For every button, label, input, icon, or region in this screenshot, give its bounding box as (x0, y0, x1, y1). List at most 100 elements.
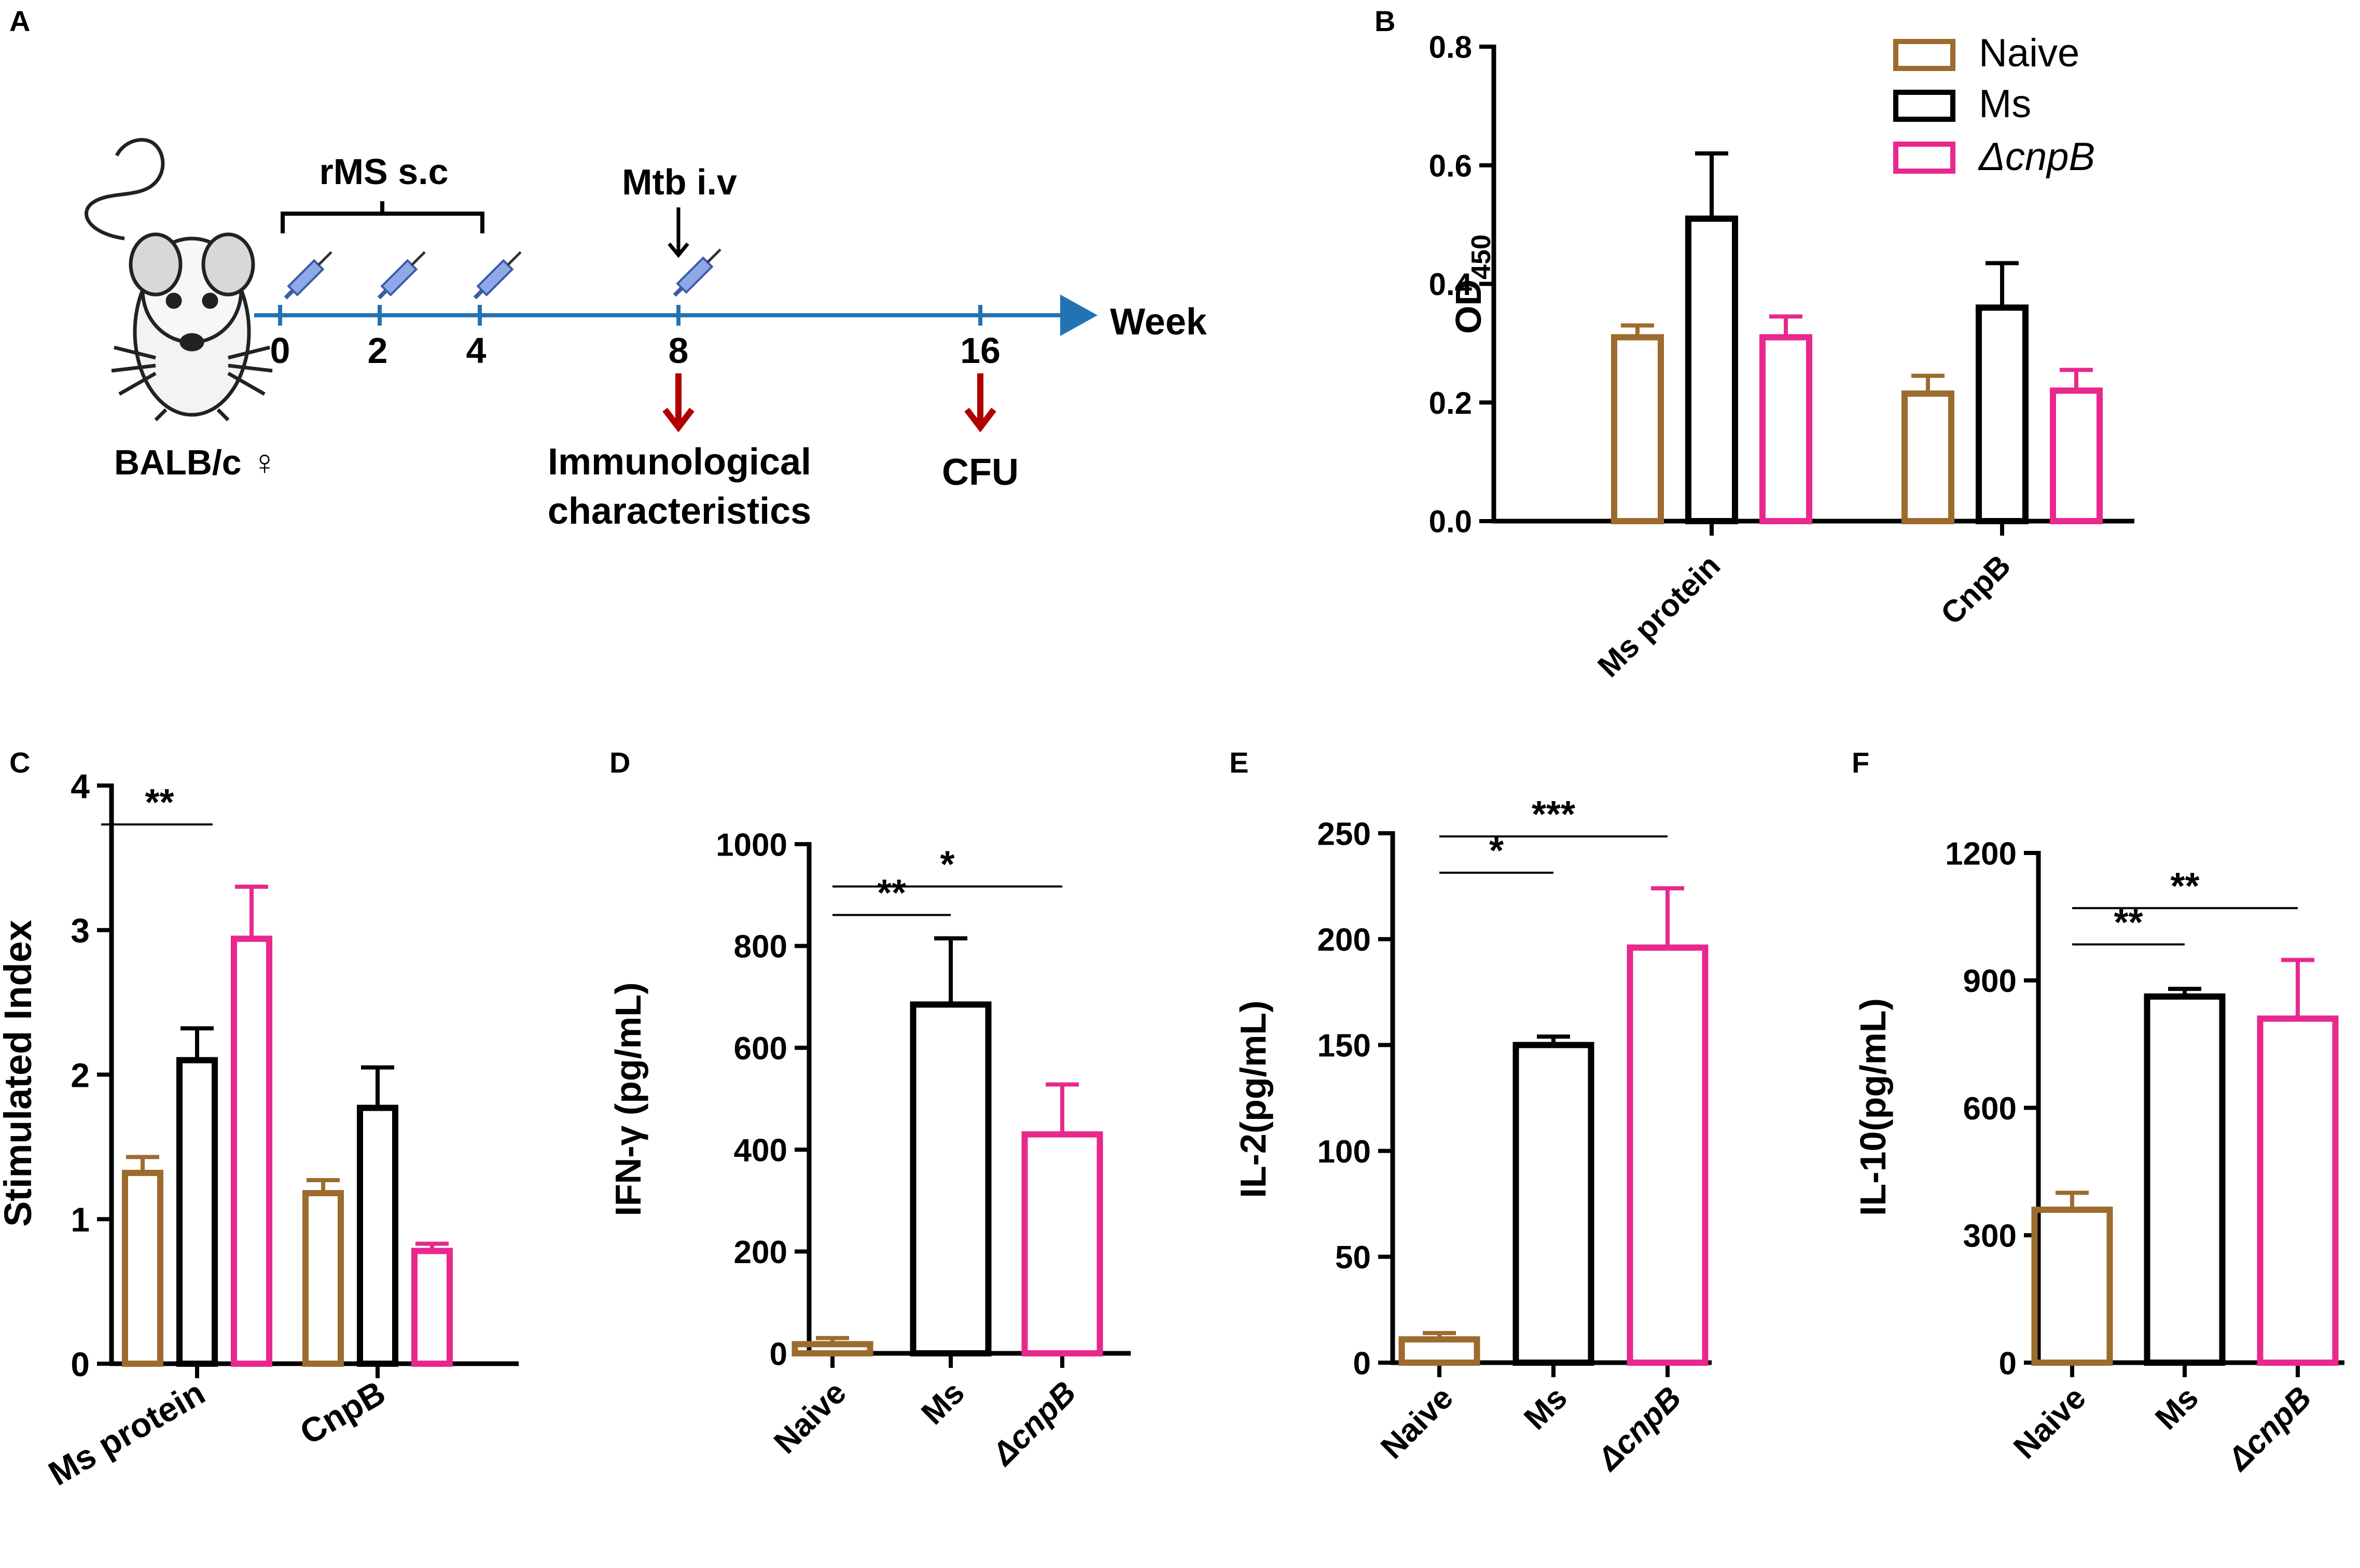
y-tick-label: 1200 (1945, 836, 2017, 872)
week-0: 0 (270, 330, 290, 371)
y-axis-label-sub: 450 (1466, 234, 1496, 279)
mtb-arrow (668, 207, 689, 258)
x-category-label: Ms (1517, 1380, 1574, 1437)
legend-swatch-cnpb (1893, 142, 1955, 174)
chart-f: F 0 300 600 900 1200 IL-10(pg/mL) Naive Ms ΔcnpB *… (1852, 746, 2344, 1478)
y-tick-label: 200 (734, 1235, 787, 1270)
panel-a-letter: A (9, 5, 30, 37)
legend-cnpb: ΔcnpB (1978, 135, 2095, 179)
y-tick-label: 250 (1317, 816, 1371, 852)
rms-bracket (281, 201, 484, 233)
bar (792, 1341, 873, 1356)
y-tick-label: 400 (734, 1133, 787, 1169)
x-category-label: Ms (2148, 1380, 2205, 1437)
y-tick-label: 0.4 (1429, 267, 1473, 302)
x-category-label: Naive (767, 1375, 853, 1461)
significance-label: ** (2170, 865, 2199, 907)
panel-letter: B (1375, 5, 1395, 37)
y-tick-label: 0 (1353, 1346, 1371, 1381)
mouse-label: BALB/c ♀ (114, 443, 277, 482)
chart-c: C 0 1 2 3 4 Stimulated Index Ms protein CnpB ** (0, 746, 519, 1493)
bar (122, 1170, 163, 1367)
y-tick-label: 200 (1317, 922, 1371, 958)
y-axis-label: IFN-γ (pg/mL) (608, 982, 648, 1216)
significance-label: * (940, 844, 954, 886)
bar (1901, 390, 1954, 524)
y-tick-label: 1 (71, 1200, 90, 1239)
bar (1627, 944, 1709, 1366)
rms-label: rMS s.c (320, 151, 449, 192)
bar (2031, 1207, 2113, 1366)
legend-ms: Ms (1979, 82, 2031, 126)
chart-d: D 0 200 400 600 800 1000 IFN-γ (pg/mL) Naive Ms Δc… (608, 746, 1131, 1473)
y-tick-label: 3 (71, 912, 90, 950)
x-category-label: Naive (1374, 1380, 1460, 1466)
mouse-icon (85, 138, 273, 422)
x-category-label: ΔcnpB (1590, 1380, 1688, 1478)
week-2: 2 (368, 330, 388, 371)
week-16: 16 (960, 330, 1001, 371)
cfu-label: CFU (942, 452, 1019, 493)
immuno-line1: Immunological (548, 441, 811, 483)
y-tick-label: 900 (1963, 963, 2017, 999)
significance-label: ** (877, 873, 906, 914)
syringe-icon (284, 248, 721, 300)
week-4: 4 (466, 330, 487, 371)
red-arrows (662, 373, 996, 432)
legend-naive: Naive (1979, 31, 2079, 75)
y-axis-label: Stimulated Index (0, 920, 39, 1227)
bar (2257, 1015, 2339, 1366)
timeline-ticks (278, 305, 982, 326)
significance-label: ** (145, 782, 174, 823)
x-category-label: CnpB (294, 1373, 392, 1452)
bar (231, 935, 272, 1367)
immuno-line2: characteristics (548, 491, 811, 532)
x-category-label: ΔcnpB (2220, 1380, 2319, 1478)
mtb-label: Mtb i.v (622, 162, 737, 202)
y-tick-label: 150 (1317, 1028, 1371, 1064)
x-category-label: Naive (2007, 1380, 2093, 1466)
panel-letter: C (9, 746, 30, 779)
y-tick-label: 0.6 (1429, 148, 1472, 183)
bar (1398, 1336, 1480, 1366)
chart-e: E 0 50 100 150 200 250 IL-2(pg/mL) Naive Ms ΔcnpB *… (1229, 746, 1712, 1478)
legend: Naive Ms ΔcnpB (1893, 31, 2095, 179)
y-axis-label: IL-10(pg/mL) (1853, 998, 1893, 1216)
bar (1685, 215, 1738, 524)
bar (411, 1248, 453, 1367)
legend-swatch-ms (1893, 90, 1955, 122)
y-tick-label: 2 (71, 1056, 90, 1094)
x-category-label: Ms protein (1591, 548, 1727, 684)
y-tick-label: 0 (1999, 1346, 2017, 1381)
bar (357, 1104, 398, 1367)
bar (1611, 334, 1664, 524)
panel-letter: F (1852, 746, 1869, 779)
bar (1976, 304, 2029, 524)
y-tick-label: 0.2 (1429, 386, 1472, 421)
panel-letter: E (1229, 746, 1248, 779)
x-category-label: CnpB (1934, 548, 2017, 631)
bar (910, 1001, 992, 1356)
y-tick-label: 600 (734, 1031, 787, 1067)
panel-a: A BALB/c ♀ rMS s.c Mtb i.v (9, 5, 1207, 532)
y-tick-label: 600 (1963, 1091, 2017, 1127)
y-tick-label: 0 (71, 1345, 90, 1383)
x-category-label: Ms (914, 1375, 971, 1432)
bar (302, 1190, 344, 1367)
bar (176, 1057, 218, 1367)
y-tick-label: 0 (770, 1336, 787, 1372)
bar (1759, 334, 1812, 524)
y-tick-label: 50 (1335, 1240, 1371, 1276)
week-label: Week (1110, 301, 1207, 343)
x-category-label: ΔcnpB (985, 1375, 1083, 1473)
panel-letter: D (609, 746, 630, 779)
week-8: 8 (669, 330, 689, 371)
y-tick-label: 4 (71, 767, 90, 805)
significance-label: *** (1532, 794, 1575, 835)
y-tick-label: 100 (1317, 1134, 1371, 1170)
bar (2144, 993, 2226, 1366)
y-tick-label: 0.0 (1429, 505, 1472, 539)
legend-swatch-naive (1893, 39, 1955, 71)
y-axis-label: IL-2(pg/mL) (1233, 1000, 1273, 1198)
